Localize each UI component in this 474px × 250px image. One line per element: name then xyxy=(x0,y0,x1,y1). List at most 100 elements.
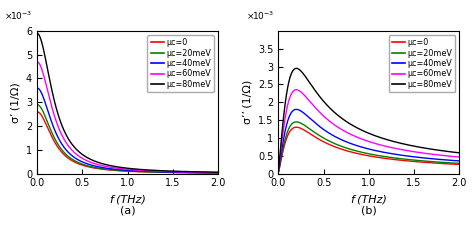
Line: μc=40meV: μc=40meV xyxy=(279,109,459,170)
μc=60meV xyxy=(192,171,198,174)
μc=40meV xyxy=(66,151,72,154)
μc=60meV xyxy=(55,125,61,128)
Legend: μc=0, μc=20meV, μc=40meV, μc=60meV, μc=80meV: μc=0, μc=20meV, μc=40meV, μc=60meV, μc=8… xyxy=(389,35,456,92)
μc=40meV xyxy=(276,169,282,172)
μc=40meV xyxy=(112,168,118,171)
μc=0 xyxy=(297,126,302,129)
μc=40meV xyxy=(353,144,359,147)
μc=20meV xyxy=(35,103,40,106)
μc=60meV xyxy=(456,156,462,158)
μc=0 xyxy=(192,171,198,174)
μc=40meV xyxy=(192,171,198,174)
Y-axis label: σ’ (1/Ω): σ’ (1/Ω) xyxy=(10,82,20,122)
μc=60meV xyxy=(112,166,118,169)
Line: μc=80meV: μc=80meV xyxy=(37,33,218,172)
μc=40meV xyxy=(345,141,351,144)
μc=20meV xyxy=(434,160,439,164)
Line: μc=0: μc=0 xyxy=(279,127,459,171)
Line: μc=80meV: μc=80meV xyxy=(279,68,459,168)
Title: (b): (b) xyxy=(361,206,377,216)
μc=0 xyxy=(104,168,109,171)
μc=20meV xyxy=(307,128,313,131)
Legend: μc=0, μc=20meV, μc=40meV, μc=60meV, μc=80meV: μc=0, μc=20meV, μc=40meV, μc=60meV, μc=8… xyxy=(147,35,214,92)
μc=20meV xyxy=(112,168,118,172)
μc=20meV xyxy=(192,171,198,174)
μc=60meV xyxy=(104,165,109,168)
μc=0 xyxy=(434,162,439,165)
μc=0 xyxy=(307,132,313,135)
μc=80meV xyxy=(104,163,109,166)
μc=0 xyxy=(212,172,218,174)
Title: (a): (a) xyxy=(120,206,136,216)
μc=80meV xyxy=(297,68,302,71)
μc=20meV xyxy=(104,168,109,171)
μc=0 xyxy=(353,152,359,155)
μc=20meV xyxy=(345,147,351,150)
μc=0 xyxy=(345,150,351,153)
μc=80meV xyxy=(293,67,299,70)
μc=80meV xyxy=(456,151,462,154)
μc=20meV xyxy=(456,162,462,165)
Line: μc=20meV: μc=20meV xyxy=(279,122,459,171)
μc=80meV xyxy=(192,170,198,173)
μc=0 xyxy=(55,146,61,149)
μc=60meV xyxy=(434,153,439,156)
μc=0 xyxy=(66,157,72,160)
μc=80meV xyxy=(112,165,118,168)
μc=40meV xyxy=(434,158,439,161)
μc=40meV xyxy=(55,136,61,139)
μc=20meV xyxy=(453,162,459,165)
μc=0 xyxy=(215,172,221,174)
μc=20meV xyxy=(212,172,218,174)
μc=40meV xyxy=(307,117,313,120)
μc=60meV xyxy=(353,135,359,138)
μc=0 xyxy=(456,163,462,166)
μc=0 xyxy=(112,169,118,172)
μc=60meV xyxy=(307,100,313,103)
μc=20meV xyxy=(55,143,61,146)
μc=40meV xyxy=(212,171,218,174)
μc=60meV xyxy=(66,145,72,148)
μc=60meV xyxy=(293,88,299,91)
Text: $\times\!10^{-3}$: $\times\!10^{-3}$ xyxy=(246,10,274,22)
μc=60meV xyxy=(35,60,40,64)
μc=80meV xyxy=(453,151,459,154)
μc=80meV xyxy=(434,148,439,152)
X-axis label: f (THz): f (THz) xyxy=(351,194,387,204)
μc=60meV xyxy=(297,89,302,92)
Line: μc=40meV: μc=40meV xyxy=(37,88,218,173)
μc=80meV xyxy=(212,171,218,174)
Y-axis label: σ’’ (1/Ω): σ’’ (1/Ω) xyxy=(242,80,252,124)
μc=40meV xyxy=(293,108,299,111)
Line: μc=20meV: μc=20meV xyxy=(37,105,218,173)
μc=40meV xyxy=(35,86,40,90)
μc=0 xyxy=(293,126,299,129)
μc=80meV xyxy=(276,167,282,170)
μc=20meV xyxy=(293,120,299,123)
μc=40meV xyxy=(456,160,462,162)
μc=20meV xyxy=(276,170,282,172)
μc=20meV xyxy=(353,149,359,152)
μc=60meV xyxy=(276,168,282,171)
μc=20meV xyxy=(215,172,221,174)
Line: μc=60meV: μc=60meV xyxy=(37,62,218,172)
μc=0 xyxy=(453,163,459,166)
μc=60meV xyxy=(212,171,218,174)
μc=80meV xyxy=(66,138,72,141)
μc=40meV xyxy=(453,159,459,162)
Text: $\times\!10^{-3}$: $\times\!10^{-3}$ xyxy=(4,10,33,22)
μc=60meV xyxy=(453,155,459,158)
μc=80meV xyxy=(55,113,61,116)
μc=0 xyxy=(35,110,40,113)
Line: μc=60meV: μc=60meV xyxy=(279,90,459,169)
μc=0 xyxy=(276,170,282,173)
μc=40meV xyxy=(104,167,109,170)
μc=60meV xyxy=(215,171,221,174)
μc=40meV xyxy=(215,171,221,174)
μc=20meV xyxy=(66,155,72,158)
μc=40meV xyxy=(297,109,302,112)
μc=80meV xyxy=(215,171,221,174)
μc=80meV xyxy=(35,32,40,35)
μc=60meV xyxy=(345,132,351,134)
μc=80meV xyxy=(353,126,359,129)
